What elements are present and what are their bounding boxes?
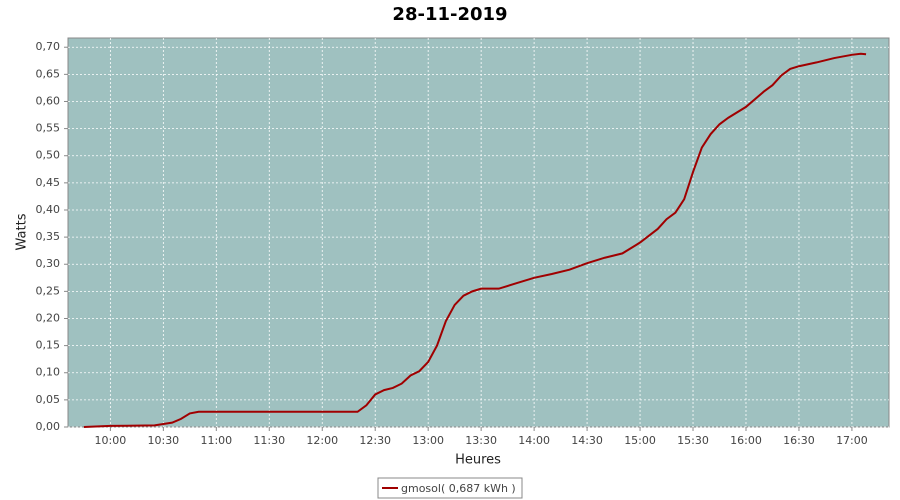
y-tick-label: 0,25 [36, 284, 61, 297]
y-tick-label: 0,30 [36, 257, 61, 270]
y-tick-label: 0,05 [36, 393, 61, 406]
y-tick-label: 0,60 [36, 94, 61, 107]
y-tick-label: 0,00 [36, 420, 61, 433]
x-tick-label: 15:00 [624, 434, 656, 447]
y-tick-label: 0,45 [36, 176, 61, 189]
legend-label: gmosol( 0,687 kWh ) [401, 482, 516, 495]
x-tick-label: 13:30 [465, 434, 497, 447]
y-tick-label: 0,40 [36, 203, 61, 216]
x-tick-label: 14:00 [518, 434, 550, 447]
y-axis-title: Watts [15, 213, 30, 250]
x-tick-label: 17:00 [836, 434, 868, 447]
y-tick-label: 0,55 [36, 122, 61, 135]
x-tick-label: 15:30 [677, 434, 709, 447]
y-tick-label: 0,50 [36, 149, 61, 162]
plot-area [67, 37, 890, 428]
x-tick-label: 16:00 [730, 434, 762, 447]
x-axis-title: Heures [455, 453, 501, 468]
y-tick-label: 0,35 [36, 230, 61, 243]
y-tick-label: 0,70 [36, 40, 61, 53]
x-tick-label: 11:00 [200, 434, 232, 447]
y-tick-label: 0,10 [36, 366, 61, 379]
x-tick-label: 14:30 [571, 434, 603, 447]
x-tick-label: 12:30 [359, 434, 391, 447]
x-tick-label: 13:00 [412, 434, 444, 447]
legend-box [377, 477, 523, 499]
chart-title: 28-11-2019 [392, 4, 507, 25]
x-tick-label: 12:00 [306, 434, 338, 447]
data-line [83, 52, 867, 428]
x-tick-label: 10:00 [95, 434, 127, 447]
x-tick-label: 16:30 [783, 434, 815, 447]
x-tick-label: 10:30 [147, 434, 179, 447]
x-tick-label: 11:30 [253, 434, 285, 447]
y-tick-label: 0,20 [36, 311, 61, 324]
y-tick-label: 0,15 [36, 339, 61, 352]
y-tick-label: 0,65 [36, 67, 61, 80]
